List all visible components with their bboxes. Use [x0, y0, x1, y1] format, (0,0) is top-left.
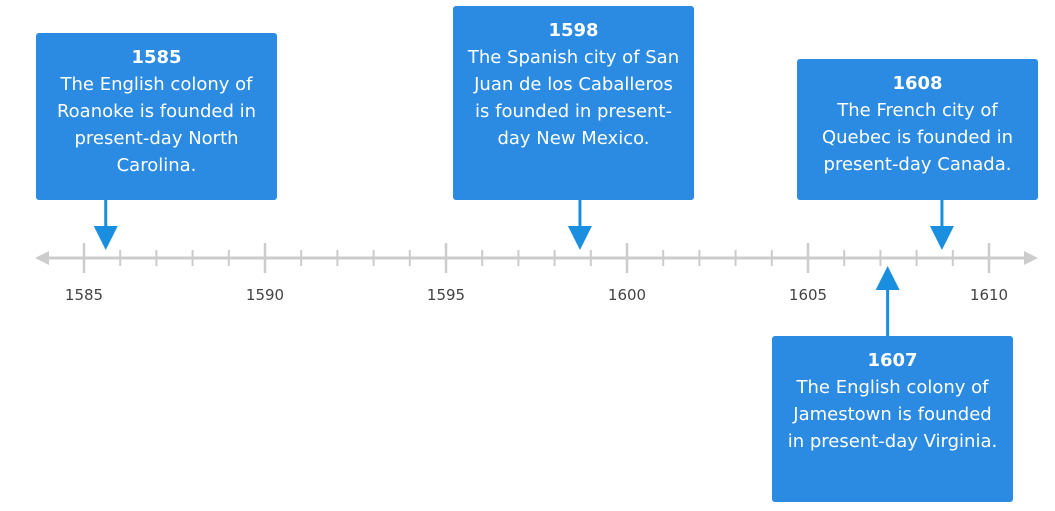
- event-description: The English colony of Jamestown is found…: [787, 377, 998, 452]
- tick-label: 1590: [246, 286, 284, 304]
- axis-arrow-right: [1024, 251, 1038, 265]
- tick-label: 1600: [608, 286, 646, 304]
- event-card-1607: 1607 The English colony of Jamestown is …: [772, 336, 1013, 502]
- tick-label: 1605: [789, 286, 827, 304]
- tick-label: 1610: [970, 286, 1008, 304]
- event-card-1608: 1608 The French city of Quebec is founde…: [797, 59, 1038, 200]
- event-description: The Spanish city of San Juan de los Caba…: [467, 47, 680, 149]
- axis-arrow-left: [35, 251, 49, 265]
- event-card-1585: 1585 The English colony of Roanoke is fo…: [36, 33, 277, 200]
- event-year: 1598: [548, 20, 599, 41]
- event-year: 1607: [867, 350, 918, 371]
- event-year: 1608: [892, 73, 943, 94]
- event-description: The French city of Quebec is founded in …: [821, 100, 1014, 175]
- tick-label: 1585: [65, 286, 103, 304]
- event-year: 1585: [131, 47, 182, 68]
- tick-label: 1595: [427, 286, 465, 304]
- event-card-1598: 1598 The Spanish city of San Juan de los…: [453, 6, 694, 200]
- event-description: The English colony of Roanoke is founded…: [56, 74, 257, 176]
